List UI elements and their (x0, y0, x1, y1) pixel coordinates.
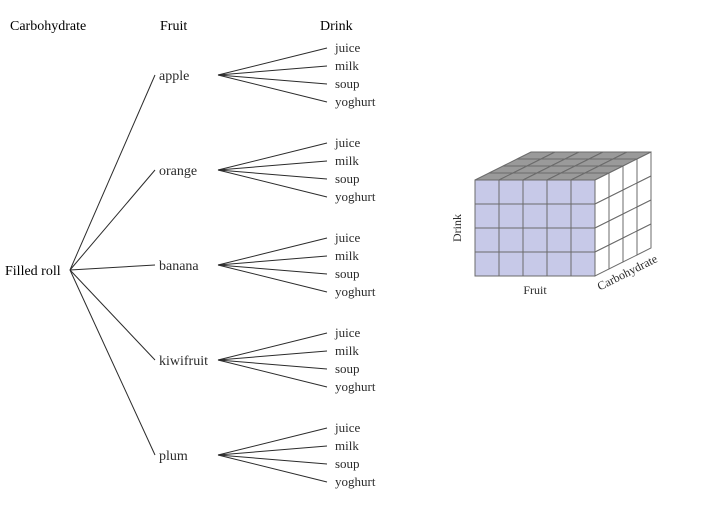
drink-label: yoghurt (335, 379, 376, 394)
header-carbohydrate: Carbohydrate (10, 19, 86, 34)
fruit-label: orange (159, 164, 197, 179)
drink-label: juice (334, 325, 360, 340)
cube-front-cell (571, 180, 595, 204)
cube-front-cell (547, 228, 571, 252)
fruit-label: plum (159, 449, 188, 464)
drink-label: juice (334, 135, 360, 150)
drink-label: juice (334, 40, 360, 55)
cube-front-cell (499, 180, 523, 204)
drink-label: milk (335, 343, 359, 358)
drink-label: soup (335, 76, 360, 91)
drink-label: soup (335, 361, 360, 376)
drink-label: soup (335, 171, 360, 186)
cube-front-cell (523, 252, 547, 276)
tree-diagram: apple juice milk soup yoghurt orange juice milk… (70, 40, 376, 489)
drink-label: yoghurt (335, 474, 376, 489)
branch-root-to-fruit (70, 270, 155, 360)
header-fruit: Fruit (160, 19, 187, 34)
cube-front-cell (475, 252, 499, 276)
cube-front-cell (475, 204, 499, 228)
cube-front-cell (571, 252, 595, 276)
drink-label: milk (335, 58, 359, 73)
drink-label: milk (335, 248, 359, 263)
cube-front-cell (499, 252, 523, 276)
drink-label: juice (334, 420, 360, 435)
cube-front-cell (475, 180, 499, 204)
cube-front-cell (547, 180, 571, 204)
cube-front-cell (499, 228, 523, 252)
branch-root-to-fruit (70, 270, 155, 455)
header-drink: Drink (320, 19, 353, 34)
cube-front-cell (523, 204, 547, 228)
branch-root-to-fruit (70, 265, 155, 270)
drink-label: yoghurt (335, 94, 376, 109)
drink-label: milk (335, 438, 359, 453)
drink-label: soup (335, 266, 360, 281)
cube-front-cell (475, 228, 499, 252)
axis-label-fruit: Fruit (523, 283, 547, 297)
drink-label: yoghurt (335, 284, 376, 299)
fruit-label: kiwifruit (159, 354, 208, 369)
cube-front-cell (547, 204, 571, 228)
drink-label: juice (334, 230, 360, 245)
drink-label: milk (335, 153, 359, 168)
cube-front-cell (547, 252, 571, 276)
root-label: Filled roll (5, 264, 61, 279)
drink-label: yoghurt (335, 189, 376, 204)
cube-front-cell (499, 204, 523, 228)
branch-root-to-fruit (70, 170, 155, 270)
cube-diagram: DrinkFruitCarbohydrate (450, 152, 660, 297)
cube-front-cell (571, 228, 595, 252)
cube-front-cell (523, 228, 547, 252)
axis-label-drink: Drink (450, 214, 464, 242)
cube-front-cell (523, 180, 547, 204)
fruit-label: banana (159, 259, 199, 274)
cube-front-cell (571, 204, 595, 228)
fruit-label: apple (159, 69, 189, 84)
drink-label: soup (335, 456, 360, 471)
branch-root-to-fruit (70, 75, 155, 270)
